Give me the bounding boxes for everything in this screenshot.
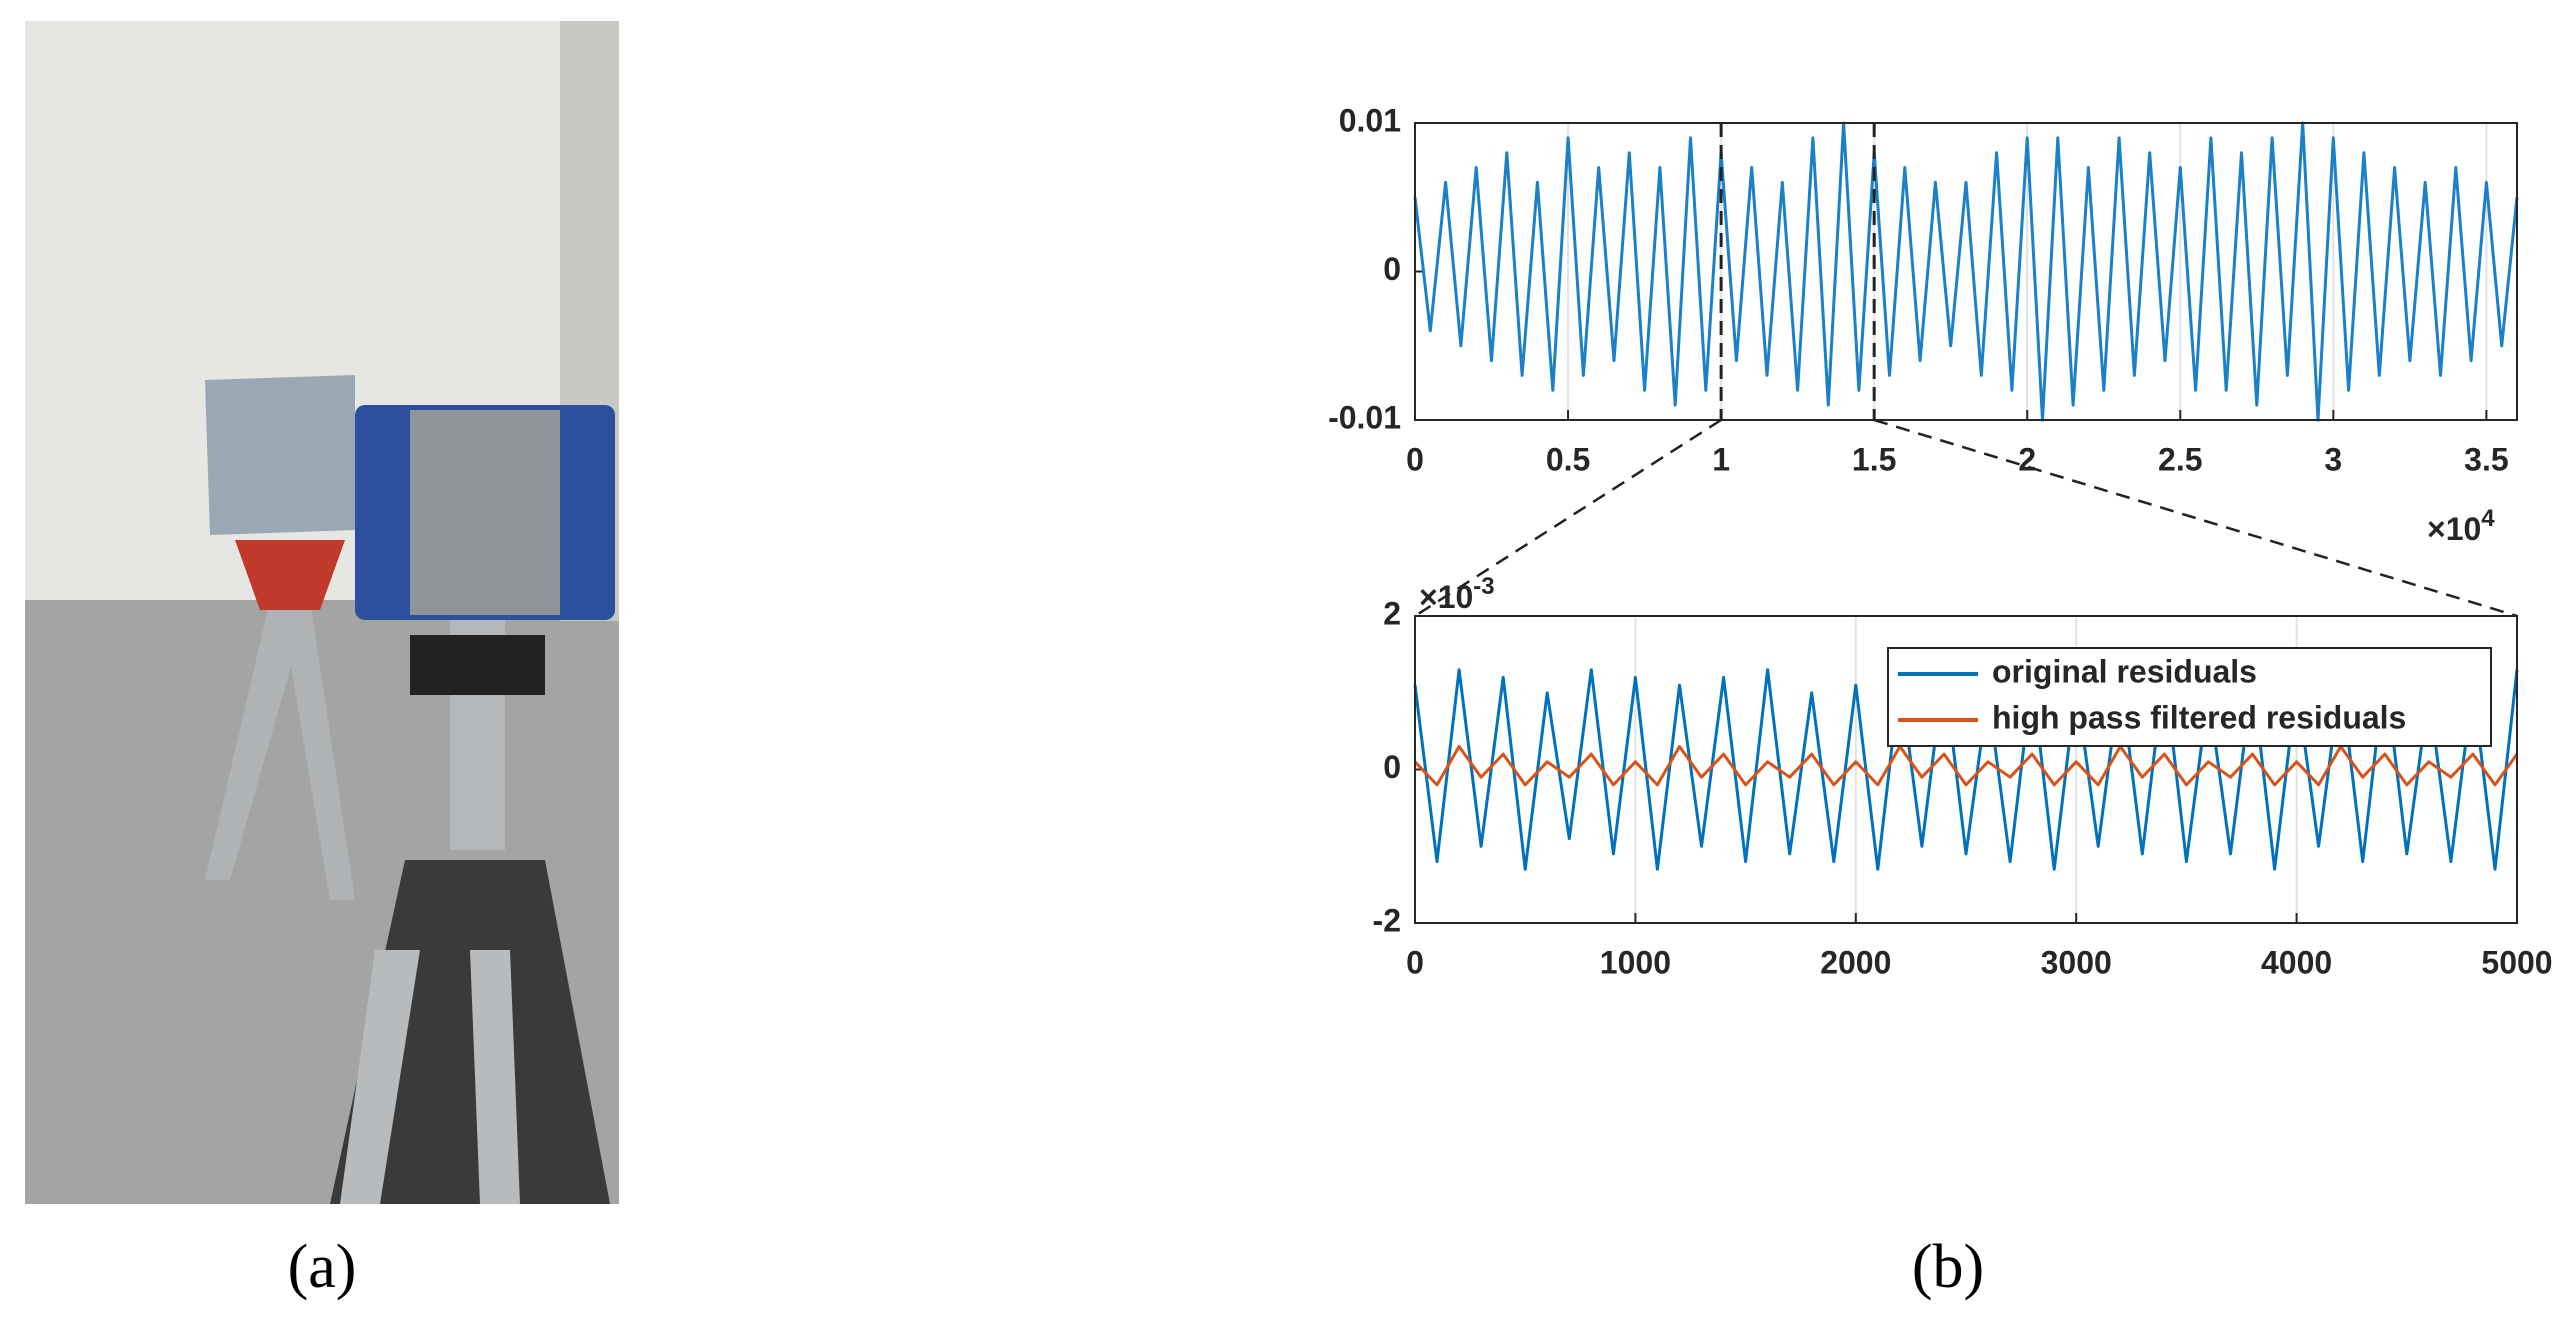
y-tick-label: 0 bbox=[1383, 749, 1401, 785]
x-tick-label: 1.5 bbox=[1852, 441, 1896, 477]
x-tick-label: 1000 bbox=[1600, 944, 1671, 980]
multiplier-exponent: 4 bbox=[2481, 505, 2495, 532]
x-tick-label: 5000 bbox=[2481, 944, 2552, 980]
y-tick-label: 0.01 bbox=[1339, 102, 1401, 138]
x-tick-label: 4000 bbox=[2261, 944, 2332, 980]
multiplier-base: ×10 bbox=[2427, 511, 2481, 547]
x-tick-label: 0 bbox=[1406, 944, 1424, 980]
y-tick-label: -2 bbox=[1373, 902, 1401, 938]
x-tick-label: 2.5 bbox=[2158, 441, 2202, 477]
panel-label: (b) bbox=[1912, 1233, 1984, 1301]
panel-label: (a) bbox=[288, 1233, 357, 1301]
y-multiplier: ×10-3 bbox=[1419, 573, 1495, 615]
axes-box bbox=[1414, 615, 2518, 924]
tripod-leg bbox=[280, 600, 355, 900]
x-multiplier: ×104 bbox=[2427, 505, 2495, 547]
x-tick-label: 0.5 bbox=[1546, 441, 1590, 477]
tripod-head bbox=[410, 635, 545, 695]
tripod-leg bbox=[470, 950, 520, 1204]
x-tick-label: 2000 bbox=[1820, 944, 1891, 980]
data-line bbox=[1413, 745, 2519, 787]
scanner-body bbox=[410, 410, 560, 615]
legend-label: original residuals bbox=[1992, 653, 2257, 689]
legend-box bbox=[1887, 647, 2492, 747]
zoom-connector bbox=[1873, 418, 2518, 618]
plot-area bbox=[1415, 123, 2517, 420]
x-tick-label: 3000 bbox=[2041, 944, 2112, 980]
multiplier-base: ×10 bbox=[1419, 579, 1473, 615]
tribrach bbox=[235, 540, 345, 610]
tripod-leg bbox=[340, 950, 420, 1204]
legend-label: high pass filtered residuals bbox=[1992, 699, 2406, 735]
data-line bbox=[1413, 121, 2519, 422]
x-tick-label: 0 bbox=[1406, 441, 1424, 477]
axes-box bbox=[1414, 122, 2518, 421]
y-tick-label: 2 bbox=[1383, 595, 1401, 631]
target-panel bbox=[205, 375, 355, 535]
zoom-connector bbox=[1414, 418, 1722, 618]
y-tick-label: 0 bbox=[1383, 251, 1401, 287]
y-tick-label: -0.01 bbox=[1328, 399, 1401, 435]
x-tick-label: 3 bbox=[2324, 441, 2342, 477]
x-tick-label: 3.5 bbox=[2464, 441, 2508, 477]
tripod-leg bbox=[205, 600, 310, 880]
tripod-base bbox=[330, 860, 610, 1204]
photo bbox=[25, 21, 619, 1204]
x-tick-label: 1 bbox=[1712, 441, 1730, 477]
multiplier-exponent: -3 bbox=[1473, 573, 1494, 600]
x-tick-label: 2 bbox=[2018, 441, 2036, 477]
